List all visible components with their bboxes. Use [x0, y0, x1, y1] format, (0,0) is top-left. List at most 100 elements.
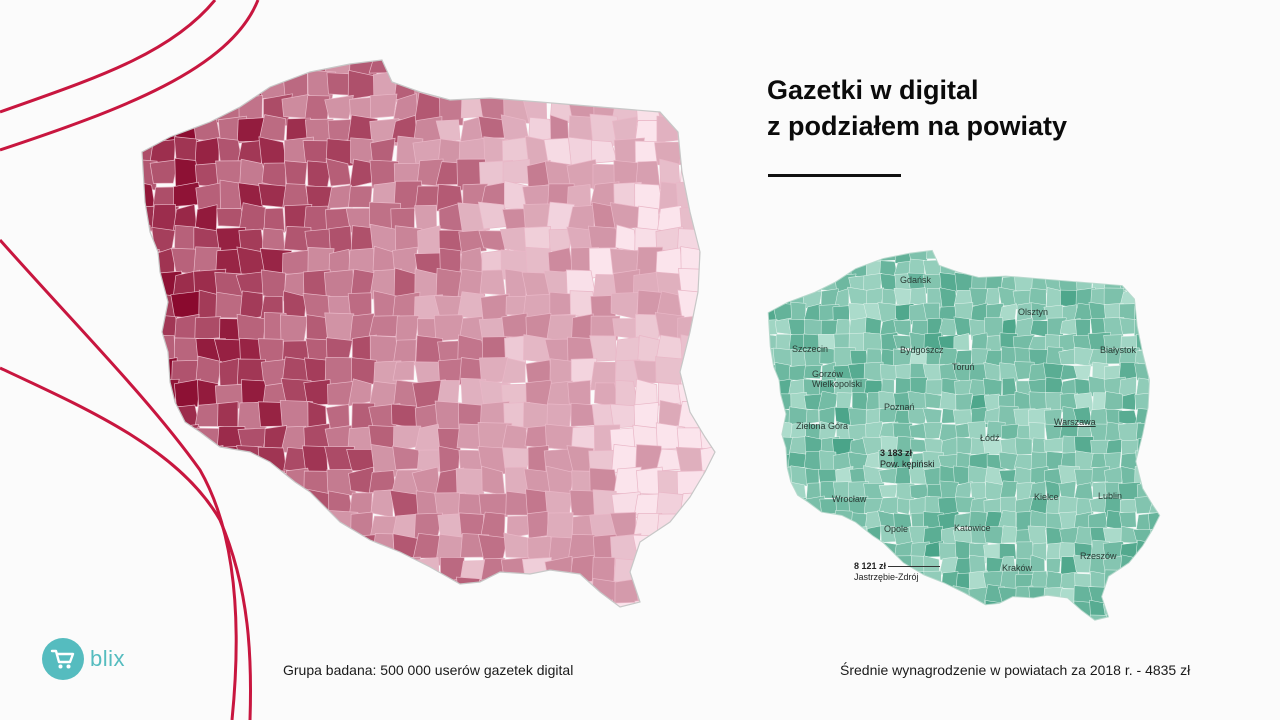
county-cell [657, 116, 686, 142]
county-cell [789, 588, 808, 602]
county-cell [130, 445, 155, 472]
county-cell [286, 513, 313, 537]
county-cell [503, 159, 531, 183]
county-cell [1044, 438, 1065, 452]
county-cell [939, 245, 959, 263]
county-cell [1152, 262, 1165, 277]
county-cell [702, 162, 730, 187]
county-cell [590, 336, 617, 362]
title-line-1: Gazetki w digital [767, 75, 979, 105]
city-label-szczecin: Szczecin [792, 344, 828, 354]
county-cell [1149, 351, 1168, 366]
county-cell [504, 533, 531, 558]
county-cell [774, 526, 789, 544]
county-cell [788, 245, 807, 264]
county-cell [130, 292, 156, 321]
county-cell [547, 513, 573, 540]
county-cell [130, 314, 157, 343]
county-cell [849, 615, 871, 625]
county-cell [1150, 305, 1168, 321]
county-cell [699, 578, 729, 605]
county-cell [261, 600, 290, 614]
county-cell [1028, 261, 1048, 277]
county-cell [941, 571, 959, 592]
county-cell [239, 203, 265, 230]
county-cell [214, 73, 243, 102]
county-cell [803, 511, 820, 530]
county-cell [195, 493, 226, 520]
county-cell [721, 52, 730, 77]
county-cell [130, 92, 154, 120]
county-cell [370, 602, 399, 614]
county-cell [589, 600, 615, 614]
county-cell [479, 577, 510, 608]
county-cell [305, 556, 333, 586]
county-cell [1119, 615, 1139, 625]
county-cell [821, 555, 837, 574]
county-cell [699, 404, 727, 429]
county-cell [760, 573, 779, 588]
county-cell [193, 533, 223, 564]
county-cell [699, 493, 730, 518]
county-cell [1047, 615, 1064, 625]
county-cell [1164, 303, 1170, 322]
county-cell [701, 601, 725, 614]
county-cell [329, 556, 357, 580]
county-cell [777, 483, 791, 499]
county-cell [971, 333, 987, 351]
county-cell [1153, 276, 1168, 292]
county-cell [762, 246, 777, 264]
county-cell [241, 600, 266, 614]
county-cell [1150, 437, 1168, 453]
county-cell [788, 556, 808, 575]
county-cell [348, 602, 378, 614]
county-cell [1164, 319, 1170, 338]
county-cell [835, 528, 855, 547]
county-cell [593, 52, 619, 79]
county-cell [998, 259, 1020, 279]
county-cell [281, 600, 311, 614]
county-cell [151, 52, 177, 76]
county-cell [239, 52, 268, 78]
county-cell [1164, 468, 1170, 486]
county-cell [152, 534, 181, 561]
county-cell [195, 445, 223, 472]
county-cell [504, 578, 532, 604]
county-cell [1151, 245, 1166, 262]
county-cell [216, 581, 247, 605]
county-cell [1121, 588, 1141, 606]
county-cell [264, 558, 288, 580]
county-cell [1148, 570, 1169, 591]
county-cell [194, 598, 225, 614]
county-cell [821, 541, 840, 559]
county-cell [483, 52, 507, 77]
county-cell [550, 292, 572, 315]
county-cell [760, 452, 777, 470]
county-cell [725, 555, 730, 584]
county-cell [789, 600, 811, 618]
county-cell [677, 71, 709, 99]
county-cell [197, 466, 222, 497]
county-cell [760, 601, 777, 619]
county-cell [699, 422, 728, 450]
county-cell [240, 467, 265, 495]
county-cell [456, 577, 481, 606]
county-cell [130, 72, 157, 102]
county-cell [700, 510, 727, 541]
county-cell [723, 225, 730, 254]
county-cell [149, 559, 177, 586]
county-cell [1031, 603, 1051, 620]
annotation-max-value: 8 121 zł [854, 561, 886, 571]
title-line-2: z podziałem na powiaty [767, 111, 1067, 141]
county-cell [325, 95, 354, 119]
county-cell [369, 52, 399, 73]
county-cell [1164, 482, 1170, 502]
county-cell [502, 52, 533, 77]
county-cell [413, 600, 442, 614]
county-cell [502, 313, 527, 338]
county-cell [1017, 601, 1034, 620]
county-cell [172, 558, 199, 584]
county-cell [941, 618, 958, 625]
county-cell [776, 466, 793, 487]
county-cell [391, 52, 418, 78]
